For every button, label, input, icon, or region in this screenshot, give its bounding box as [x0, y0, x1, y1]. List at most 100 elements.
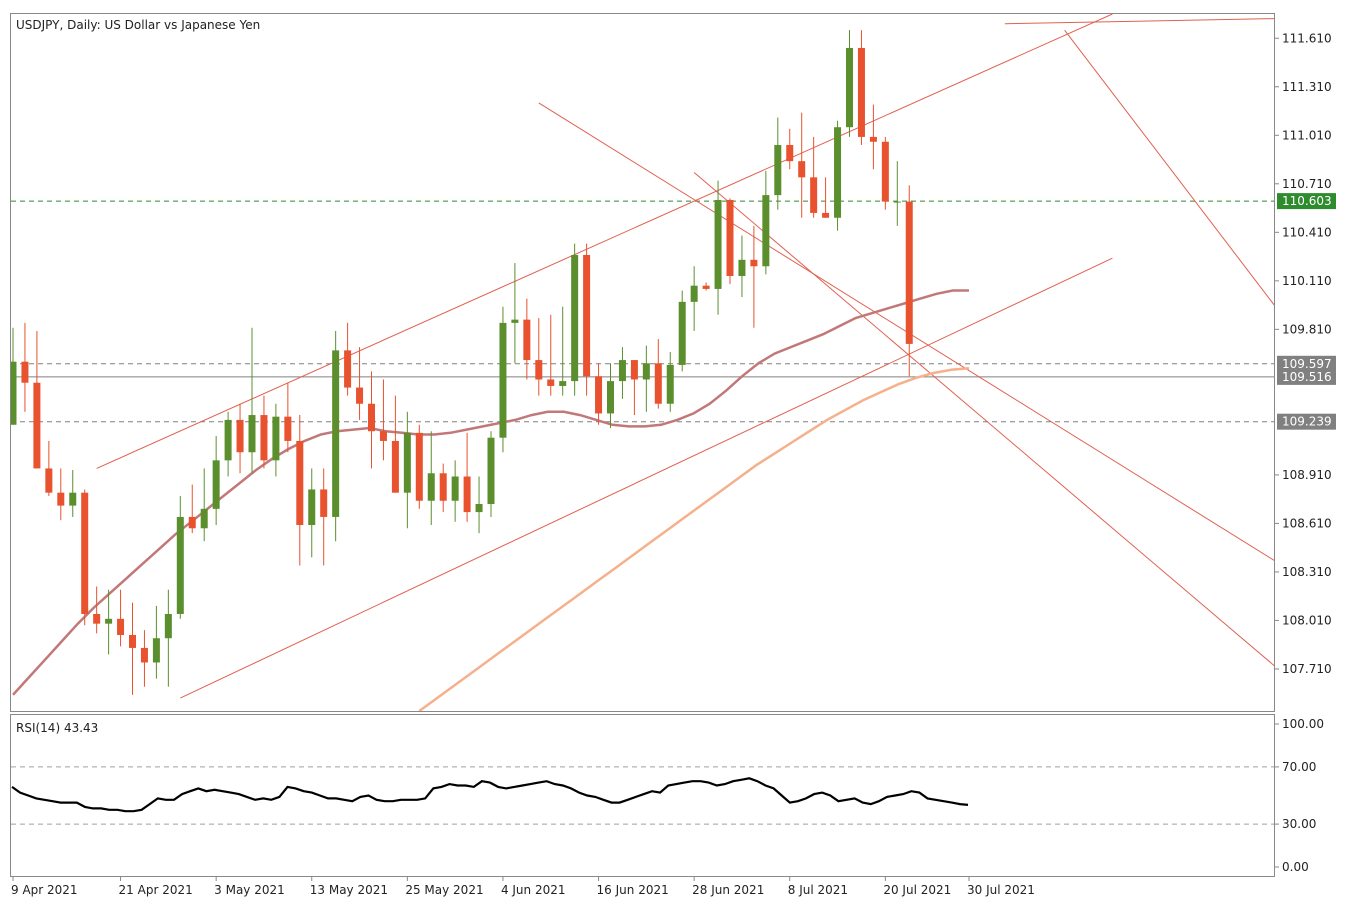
price-tick-label: 108.910: [1282, 468, 1332, 482]
candle-body: [583, 255, 590, 376]
rsi-tick-label: 0.00: [1282, 860, 1309, 874]
candle-body: [655, 363, 662, 403]
level-label: 109.239: [1282, 415, 1332, 429]
candle-body: [57, 493, 64, 506]
level-label: 109.516: [1282, 370, 1332, 384]
price-tick-label: 107.710: [1282, 662, 1332, 676]
candle: [834, 121, 841, 231]
candle-body: [177, 517, 184, 614]
candle-body: [213, 460, 220, 509]
candle-body: [141, 648, 148, 663]
candle-body: [667, 365, 674, 404]
time-tick-label: 9 Apr 2021: [11, 883, 78, 897]
candle-body: [249, 415, 256, 452]
candle-body: [906, 202, 913, 344]
candle-body: [129, 635, 136, 648]
candle-body: [535, 360, 542, 379]
candle: [416, 425, 423, 509]
candle-body: [332, 350, 339, 517]
candle-body: [715, 200, 722, 289]
price-tick-label: 110.110: [1282, 274, 1332, 288]
candle-body: [201, 509, 208, 528]
time-tick-label: 8 Jul 2021: [788, 883, 848, 897]
candle-body: [165, 614, 172, 638]
candle-body: [272, 417, 279, 461]
time-tick-label: 3 May 2021: [214, 883, 285, 897]
candle-body: [476, 504, 483, 512]
time-tick-label: 20 Jul 2021: [883, 883, 951, 897]
candle-body: [33, 383, 40, 469]
candle-body: [846, 48, 853, 127]
candle-body: [834, 127, 841, 218]
time-tick-label: 25 May 2021: [405, 883, 483, 897]
candle-body: [643, 363, 650, 379]
candle-body: [320, 489, 327, 516]
candle: [583, 244, 590, 396]
candle-body: [105, 619, 112, 624]
candle-body: [416, 433, 423, 501]
candle-body: [571, 255, 578, 381]
candle-body: [225, 420, 232, 460]
candle-body: [786, 145, 793, 161]
candle-body: [368, 404, 375, 431]
candle-body: [762, 195, 769, 266]
candle-body: [559, 381, 566, 386]
price-tick-label: 109.810: [1282, 322, 1332, 336]
time-tick-label: 30 Jul 2021: [967, 883, 1035, 897]
candle-body: [45, 468, 52, 492]
time-tick-label: 13 May 2021: [310, 883, 388, 897]
candle-body: [21, 362, 28, 383]
candle-body: [69, 493, 76, 506]
price-tick-label: 111.010: [1282, 128, 1332, 142]
rsi-tick-label: 70.00: [1282, 760, 1316, 774]
time-tick-label: 16 Jun 2021: [597, 883, 669, 897]
candle-body: [153, 638, 160, 662]
candle-body: [308, 489, 315, 525]
rsi-title: RSI(14) 43.43: [16, 721, 98, 735]
candle-body: [81, 493, 88, 614]
candle-body: [452, 477, 459, 501]
price-tick-label: 111.610: [1282, 31, 1332, 45]
rsi-tick-label: 30.00: [1282, 817, 1316, 831]
candle-body: [237, 420, 244, 452]
candle-body: [93, 614, 100, 624]
candle: [882, 137, 889, 210]
level-label: 110.603: [1282, 194, 1332, 208]
price-tick-label: 108.610: [1282, 516, 1332, 530]
candle-body: [523, 320, 530, 360]
candle-body: [380, 431, 387, 441]
candle-body: [404, 433, 411, 493]
candle-body: [488, 438, 495, 504]
candle-body: [822, 213, 829, 218]
candle-body: [858, 48, 865, 137]
candle-body: [774, 145, 781, 195]
candle-body: [750, 260, 757, 266]
candle: [679, 291, 686, 372]
candle-body: [296, 441, 303, 525]
candle: [571, 244, 578, 396]
time-tick-label: 21 Apr 2021: [119, 883, 193, 897]
candle-body: [356, 388, 363, 404]
price-tick-label: 110.410: [1282, 225, 1332, 239]
candle: [499, 307, 506, 453]
candle: [81, 489, 88, 625]
candle-body: [703, 286, 710, 289]
candle-body: [679, 302, 686, 365]
candle-body: [607, 381, 614, 413]
candle-body: [691, 286, 698, 302]
candle-body: [260, 415, 267, 460]
candle: [727, 198, 734, 284]
chart-title: USDJPY, Daily: US Dollar vs Japanese Yen: [16, 18, 260, 32]
candle-body: [189, 517, 196, 528]
time-tick-label: 4 Jun 2021: [501, 883, 566, 897]
price-tick-label: 108.010: [1282, 613, 1332, 627]
candle-body: [870, 137, 877, 142]
candle-body: [631, 360, 638, 379]
candle-body: [810, 177, 817, 213]
level-label: 109.597: [1282, 357, 1332, 371]
price-tick-label: 108.310: [1282, 565, 1332, 579]
candle-body: [117, 619, 124, 635]
time-tick-label: 28 Jun 2021: [692, 883, 764, 897]
candle-body: [738, 260, 745, 276]
